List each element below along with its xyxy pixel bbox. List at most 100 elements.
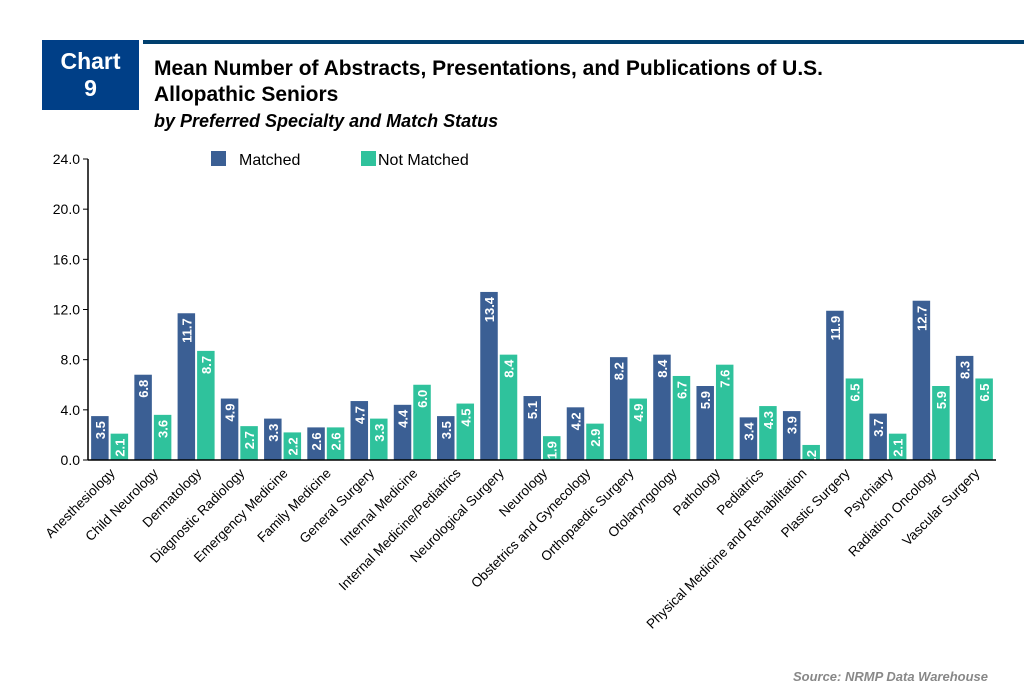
bar-matched (653, 354, 671, 460)
data-label: 3.6 (156, 420, 171, 438)
bar-not-matched (283, 432, 302, 460)
data-label: 3.7 (871, 419, 886, 437)
data-label: 2.1 (891, 439, 906, 457)
x-tick-label: Pathology (670, 465, 723, 518)
x-tick-label: Family Medicine (254, 466, 334, 546)
bar-matched (739, 417, 758, 460)
bar-matched (912, 300, 931, 460)
data-label: 6.7 (674, 381, 689, 399)
chart-subtitle: by Preferred Specialty and Match Status (154, 111, 499, 131)
bar-matched (91, 416, 109, 460)
data-label: 7.6 (718, 370, 733, 388)
data-label: 2.9 (588, 429, 603, 447)
bar-not-matched (586, 423, 604, 460)
bar-not-matched (759, 406, 777, 460)
x-tick-label: General Surgery (297, 465, 378, 546)
data-label: 8.2 (612, 362, 627, 380)
data-label: 6.8 (136, 380, 151, 398)
bar-matched (523, 396, 541, 460)
legend-label: Not Matched (378, 152, 469, 169)
data-label: 3.3 (266, 424, 281, 442)
data-label: 13.4 (482, 296, 497, 322)
chart-title: Mean Number of Abstracts, Presentations,… (154, 56, 823, 108)
y-tick-label: 24.0 (53, 151, 80, 167)
y-tick-label: 0.0 (61, 452, 81, 468)
bar-matched (437, 416, 455, 460)
data-label: 6.0 (415, 390, 430, 408)
data-label: 4.3 (761, 411, 776, 429)
bar-matched (955, 355, 974, 460)
data-label: 8.7 (199, 356, 214, 374)
y-tick-label: 8.0 (61, 352, 81, 368)
bar-not-matched (543, 436, 561, 460)
bar-not-matched (888, 433, 907, 460)
data-label: 3.4 (741, 422, 756, 441)
bar-not-matched (153, 414, 172, 460)
data-label: 1.2 (804, 450, 819, 468)
data-label: 3.9 (785, 416, 800, 434)
header-rule (143, 40, 1024, 44)
bar-matched (393, 404, 412, 460)
data-label: 5.9 (698, 391, 713, 409)
data-label: 2.6 (309, 432, 324, 450)
data-label: 6.5 (977, 383, 992, 401)
title-line-1: Mean Number of Abstracts, Presentations,… (154, 57, 824, 80)
bar-matched (350, 401, 369, 460)
bar-not-matched (326, 427, 345, 460)
data-label: 3.3 (372, 424, 387, 442)
bar-matched (826, 310, 844, 460)
y-tick-label: 12.0 (53, 302, 80, 318)
bar-matched (609, 357, 628, 460)
data-label: 4.2 (568, 412, 583, 430)
legend-swatch (211, 151, 226, 166)
bar-not-matched (802, 444, 820, 460)
bar-matched (869, 413, 887, 460)
bar-matched (264, 418, 282, 460)
data-label: 3.5 (93, 421, 108, 439)
data-label: 8.4 (502, 359, 517, 378)
x-tick-label: Internal Medicine (337, 466, 420, 549)
bar-matched (177, 313, 196, 460)
data-label: 8.3 (958, 361, 973, 379)
x-tick-label: Physical Medicine and Rehabilitation (643, 466, 809, 632)
data-label: 4.9 (223, 404, 238, 422)
data-label: 6.5 (847, 383, 862, 401)
data-label: 5.9 (934, 391, 949, 409)
data-label: 4.4 (396, 409, 411, 428)
bar-not-matched (932, 386, 950, 460)
bar-not-matched (629, 398, 647, 460)
data-label: 2.6 (329, 432, 344, 450)
bar-matched (566, 407, 585, 460)
bar-matched (480, 291, 498, 460)
y-tick-label: 16.0 (53, 251, 80, 267)
bar-not-matched (197, 350, 215, 460)
legend-swatch (361, 151, 376, 166)
bar-not-matched (715, 364, 734, 460)
bar-not-matched (672, 375, 691, 460)
data-label: 2.7 (242, 431, 257, 449)
bar-not-matched (370, 418, 388, 460)
y-tick-label: 20.0 (53, 201, 80, 217)
data-label: 8.4 (655, 359, 670, 378)
x-tick-label: Vascular Surgery (899, 465, 982, 548)
data-label: 4.7 (352, 406, 367, 424)
source-note: Source: NRMP Data Warehouse (792, 669, 988, 684)
bar-not-matched (240, 426, 258, 460)
bar-matched (307, 427, 325, 460)
data-label: 4.5 (458, 409, 473, 427)
data-label: 12.7 (914, 306, 929, 331)
badge-label: Chart (60, 48, 121, 74)
bar-not-matched (845, 378, 864, 460)
bar-not-matched (110, 433, 129, 460)
legend-label: Matched (239, 152, 300, 169)
badge-number: 9 (84, 75, 97, 101)
bar-matched (220, 398, 239, 460)
data-label: 5.1 (525, 401, 540, 419)
bar-not-matched (456, 403, 475, 460)
y-tick-label: 4.0 (61, 402, 81, 418)
bar-not-matched (975, 378, 993, 460)
data-label: 2.2 (285, 437, 300, 455)
title-line-2: Allopathic Seniors (154, 83, 339, 106)
data-label: 11.7 (179, 318, 194, 343)
